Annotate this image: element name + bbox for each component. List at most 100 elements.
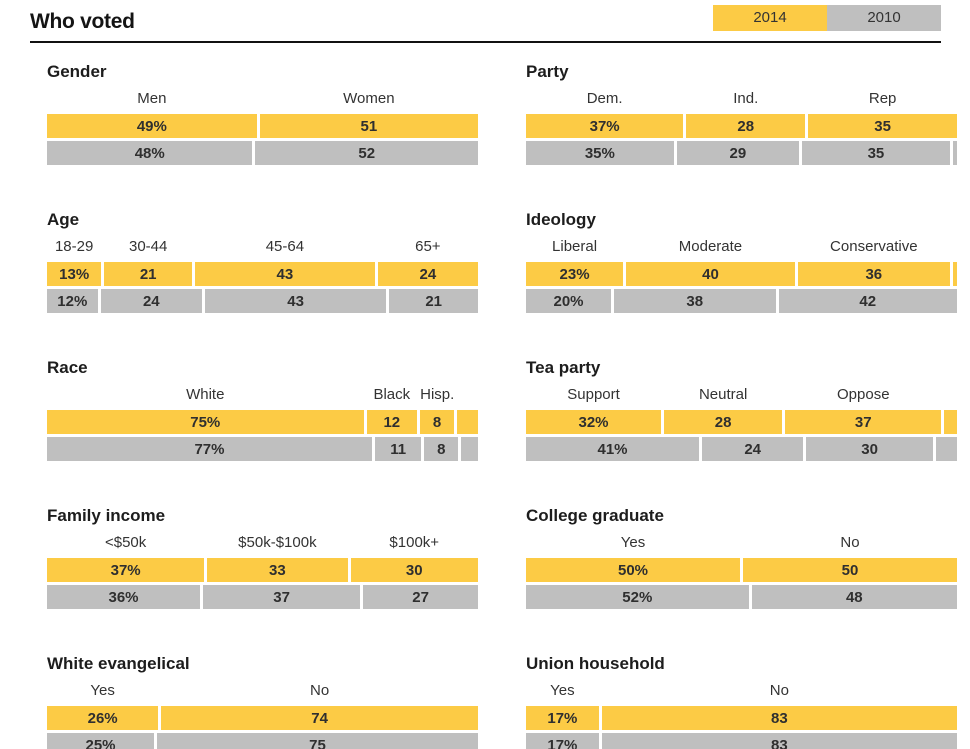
bar-y2010-college-graduate: 52% 48 bbox=[526, 585, 957, 609]
category-labels-ideology: Liberal Moderate Conservative bbox=[526, 237, 957, 256]
bar-segment-y2014: 74 bbox=[161, 706, 478, 730]
category-label: No bbox=[310, 682, 330, 699]
bar-segment-y2014: 75% bbox=[47, 410, 364, 434]
category-label: Yes bbox=[90, 682, 115, 699]
bar-segment-y2010: 35 bbox=[802, 141, 950, 165]
category-label: Yes bbox=[550, 682, 575, 699]
category-labels-gender: Men Women bbox=[47, 89, 478, 108]
bar-segment-y2010: 24 bbox=[100, 289, 202, 313]
bar-y2014-gender: 49% 51 bbox=[47, 114, 478, 138]
category-label: Oppose bbox=[837, 386, 890, 403]
bar-segment-y2010: 20% bbox=[526, 289, 611, 313]
category-label: Ind. bbox=[733, 90, 759, 107]
bar-y2014-tea-party: 32% 28 37 bbox=[526, 410, 957, 434]
category-label: Yes bbox=[620, 534, 646, 551]
bar-segment-y2014: 21 bbox=[104, 262, 193, 286]
bar-segment-y2014: 33 bbox=[207, 558, 348, 582]
bar-segment-y2010: 52% bbox=[526, 585, 749, 609]
category-labels-race: White Black Hisp. bbox=[47, 385, 478, 404]
bar-segment-y2010: 41% bbox=[526, 437, 700, 461]
bar-segment-y2010: 29 bbox=[676, 141, 800, 165]
bar-y2010-tea-party: 41% 24 30 bbox=[526, 437, 957, 461]
category-labels-age: 18-29 30-44 45-64 65+ bbox=[47, 237, 478, 256]
bar-segment-y2010: 27 bbox=[363, 585, 478, 609]
bar-segment-y2010: 43 bbox=[204, 289, 387, 313]
category-label: Support bbox=[567, 386, 620, 403]
bar-segment-y2010: 25% bbox=[47, 733, 154, 749]
bar-segment-y2010: 48% bbox=[47, 141, 253, 165]
bar-y2014-party: 37% 28 35 bbox=[526, 114, 957, 138]
bar-segment-y2014: 83 bbox=[601, 706, 957, 730]
section-ideology: Ideology Liberal Moderate Conservative 23% 40… bbox=[526, 210, 957, 316]
category-label: <$50k bbox=[104, 534, 147, 551]
bar-y2014-union-household: 17% 83 bbox=[526, 706, 957, 730]
bar-y2010-age: 12% 24 43 21 bbox=[47, 289, 478, 313]
bar-y2014-ideology: 23% 40 36 bbox=[526, 262, 957, 286]
bar-y2014-race: 75% 12 8 bbox=[47, 410, 478, 434]
category-label: $50k-$100k bbox=[238, 534, 317, 551]
section-race: Race White Black Hisp. 75% 12 8 77% 11 8 bbox=[47, 358, 478, 464]
bar-segment-remainder bbox=[456, 410, 478, 434]
header-rule bbox=[30, 41, 941, 43]
page-header: Who voted 2014 2010 bbox=[30, 5, 941, 36]
bar-segment-y2014: 32% bbox=[526, 410, 662, 434]
section-union-household: Union household Yes No 17% 83 17% 83 bbox=[526, 654, 957, 749]
category-label: 30-44 bbox=[129, 238, 168, 255]
bar-segment-y2014: 23% bbox=[526, 262, 624, 286]
category-labels-white-evangelical: Yes No bbox=[47, 681, 478, 700]
bar-y2010-union-household: 17% 83 bbox=[526, 733, 957, 749]
bar-segment-y2010: 30 bbox=[806, 437, 933, 461]
bar-y2014-college-graduate: 50% 50 bbox=[526, 558, 957, 582]
category-label: Rep bbox=[868, 90, 897, 107]
category-label: Hisp. bbox=[420, 386, 455, 403]
section-title: Age bbox=[47, 210, 80, 229]
bar-segment-y2014: 51 bbox=[259, 114, 478, 138]
bar-segment-y2014: 37% bbox=[47, 558, 205, 582]
bar-segment-y2010: 12% bbox=[47, 289, 98, 313]
bar-segment-remainder bbox=[952, 262, 957, 286]
category-label: No bbox=[840, 534, 860, 551]
section-family-income: Family income <$50k $50k-$100k $100k+ 37% 33 3… bbox=[47, 506, 478, 612]
section-title: Family income bbox=[47, 506, 166, 525]
bar-y2014-white-evangelical: 26% 74 bbox=[47, 706, 478, 730]
legend-toggle-2010[interactable]: 2010 bbox=[827, 5, 941, 31]
bar-segment-y2014: 35 bbox=[808, 114, 957, 138]
section-party: Party Dem. Ind. Rep 37% 28 35 35% 29 35 bbox=[526, 62, 957, 168]
bar-segment-y2010: 77% bbox=[47, 437, 372, 461]
category-labels-college-graduate: Yes No bbox=[526, 533, 957, 552]
category-label: 18-29 bbox=[54, 238, 94, 255]
category-label: Men bbox=[137, 90, 167, 107]
section-title: Ideology bbox=[526, 210, 596, 229]
bar-segment-y2010: 83 bbox=[601, 733, 957, 749]
category-label-spacer bbox=[457, 385, 478, 404]
bar-segment-y2014: 13% bbox=[47, 262, 102, 286]
bar-y2014-age: 13% 21 43 24 bbox=[47, 262, 478, 286]
category-labels-tea-party: Support Neutral Oppose bbox=[526, 385, 957, 404]
legend-toggle-2014[interactable]: 2014 bbox=[713, 5, 827, 31]
bar-segment-y2014: 36 bbox=[797, 262, 950, 286]
bar-segment-y2010: 24 bbox=[702, 437, 804, 461]
section-college-graduate: College graduate Yes No 50% 50 52% 48 bbox=[526, 506, 957, 612]
section-title: White evangelical bbox=[47, 654, 190, 673]
bar-segment-y2014: 49% bbox=[47, 114, 257, 138]
category-label: Liberal bbox=[552, 238, 598, 255]
section-title: Gender bbox=[47, 62, 107, 81]
bar-y2010-party: 35% 29 35 bbox=[526, 141, 957, 165]
category-label: Neutral bbox=[698, 386, 748, 403]
bar-y2010-race: 77% 11 8 bbox=[47, 437, 478, 461]
category-label: Moderate bbox=[678, 238, 743, 255]
section-age: Age 18-29 30-44 45-64 65+ 13% 21 43 24 12% 24 43 21 bbox=[47, 210, 478, 316]
bar-segment-y2010: 42 bbox=[778, 289, 957, 313]
category-label: 45-64 bbox=[265, 238, 305, 255]
bar-segment-y2010: 38 bbox=[614, 289, 776, 313]
category-label-spacer bbox=[944, 385, 957, 404]
bar-segment-y2014: 8 bbox=[420, 410, 454, 434]
category-label: Conservative bbox=[830, 238, 918, 255]
bar-segment-y2010: 8 bbox=[424, 437, 459, 461]
bar-segment-remainder bbox=[952, 141, 957, 165]
section-title: Union household bbox=[526, 654, 665, 673]
bar-segment-y2014: 12 bbox=[366, 410, 418, 434]
bar-segment-y2010: 52 bbox=[255, 141, 478, 165]
category-label: No bbox=[769, 682, 789, 699]
section-title: Race bbox=[47, 358, 88, 377]
